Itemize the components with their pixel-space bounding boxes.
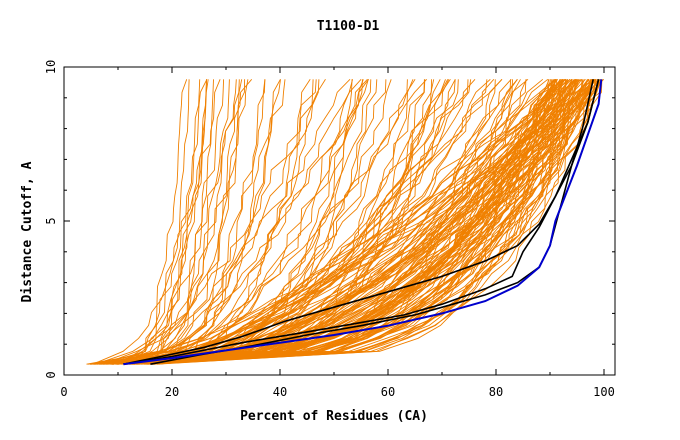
model-series-line [90,79,237,365]
model-series-line [115,79,595,365]
model-series-line [135,79,558,365]
x-tick-label: 100 [593,385,615,399]
x-tick-label: 40 [273,385,287,399]
model-series-line [136,79,592,365]
model-series-line [112,79,188,365]
model-series-line [124,79,590,365]
black-series-line [123,79,600,365]
model-series-line [121,79,456,365]
chart-title: T1100-D1 [317,19,380,34]
model-series-line [150,78,529,365]
model-series-line [142,78,368,365]
model-series-line [103,78,571,365]
model-series-line [111,79,314,365]
model-series-line [90,79,320,365]
model-series-line [141,79,588,365]
y-axis: 0 5 10 [44,60,615,379]
model-series-line [92,79,208,365]
model-series-line [128,79,593,365]
model-series-line [131,79,253,365]
model-series-line [107,78,556,365]
model-series-line [112,79,566,365]
model-series-line [129,79,521,365]
y-tick-label: 5 [44,217,58,224]
background-series-group [86,78,604,365]
model-series-line [117,79,190,365]
model-series-line [99,78,503,365]
model-series-line [105,79,266,365]
model-series-line [152,79,603,365]
model-series-line [151,79,378,365]
x-tick-label: 0 [60,385,67,399]
x-tick-label: 80 [489,385,503,399]
model-series-line [112,79,557,365]
model-series-line [101,79,495,365]
black-series-line [123,79,600,365]
model-series-line [126,79,565,365]
model-series-line [152,79,311,365]
y-axis-label: Distance Cutoff, A [20,161,35,302]
blue-series-line [123,79,603,366]
x-tick-label: 60 [381,385,395,399]
model-series-line [149,79,281,365]
model-series-line [124,79,469,365]
model-series-line [131,79,594,365]
model-series-line [136,78,549,365]
x-axis: 0 20 40 60 80 100 [60,67,615,399]
model-series-line [152,79,584,365]
model-series-line [136,79,372,365]
model-series-line [99,79,450,365]
model-series-line [103,78,351,365]
model-series-line [102,79,317,365]
model-series-line [95,79,249,365]
x-axis-label: Percent of Residues (CA) [240,409,428,424]
model-series-line [107,78,590,365]
model-series-line [107,79,230,365]
model-series-line [125,79,598,365]
model-series-line [88,78,544,365]
model-series-line [109,78,577,365]
model-series-line [142,79,225,365]
model-series-line [136,79,426,365]
model-series-line [126,79,364,365]
model-series-line [151,79,392,365]
model-series-line [132,79,208,365]
y-tick-label: 10 [44,60,58,74]
model-series-line [144,78,362,365]
model-series-line [151,79,503,365]
model-series-line [154,79,459,365]
highlight-series-group [123,79,603,366]
x-tick-label: 20 [165,385,179,399]
model-series-line [131,78,428,365]
model-series-line [100,79,209,365]
model-series-line [119,78,597,365]
model-series-line [87,79,577,365]
model-series-line [149,78,563,365]
model-series-line [116,79,597,365]
model-series-line [137,79,597,365]
y-tick-label: 0 [44,371,58,378]
model-series-line [112,79,527,365]
model-series-line [99,79,566,365]
black-series-line [150,79,594,365]
model-series-line [92,79,518,365]
model-series-line [116,79,207,365]
